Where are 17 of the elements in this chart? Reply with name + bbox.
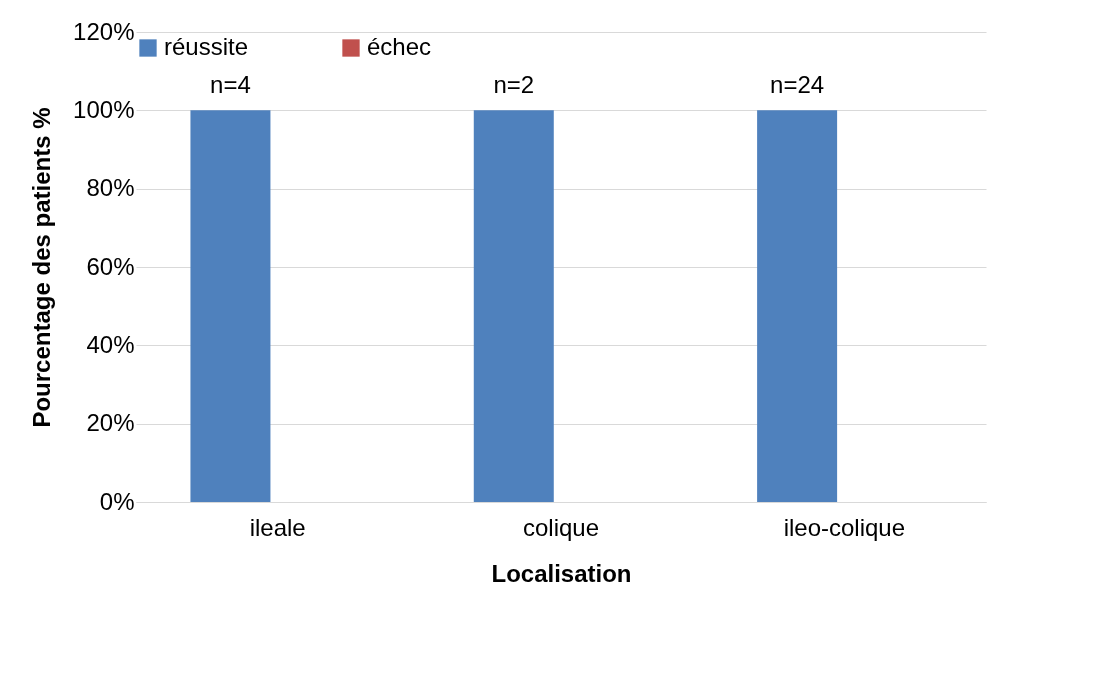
x-axis-title: Localisation [491, 559, 632, 587]
y-tick-label: 80% [86, 174, 135, 202]
annotation: n=2 [493, 71, 535, 99]
legend-label: réussite [164, 33, 249, 60]
x-tick-label: ileale [249, 513, 306, 541]
x-tick-label: colique [522, 513, 600, 541]
legend-label: échec [367, 33, 432, 60]
x-tick-label: ileo-colique [783, 513, 906, 541]
y-axis-title: Pourcentage des patients % [28, 107, 56, 428]
annotation: n=4 [210, 71, 251, 99]
y-tick-label: 100% [73, 95, 135, 123]
y-tick-label: 0% [99, 487, 135, 515]
y-tick-label: 120% [73, 17, 135, 45]
y-tick-label: 60% [86, 252, 135, 280]
annotation: n=24 [770, 71, 825, 99]
y-tick-label: 40% [86, 330, 135, 358]
y-tick-label: 20% [86, 409, 135, 437]
